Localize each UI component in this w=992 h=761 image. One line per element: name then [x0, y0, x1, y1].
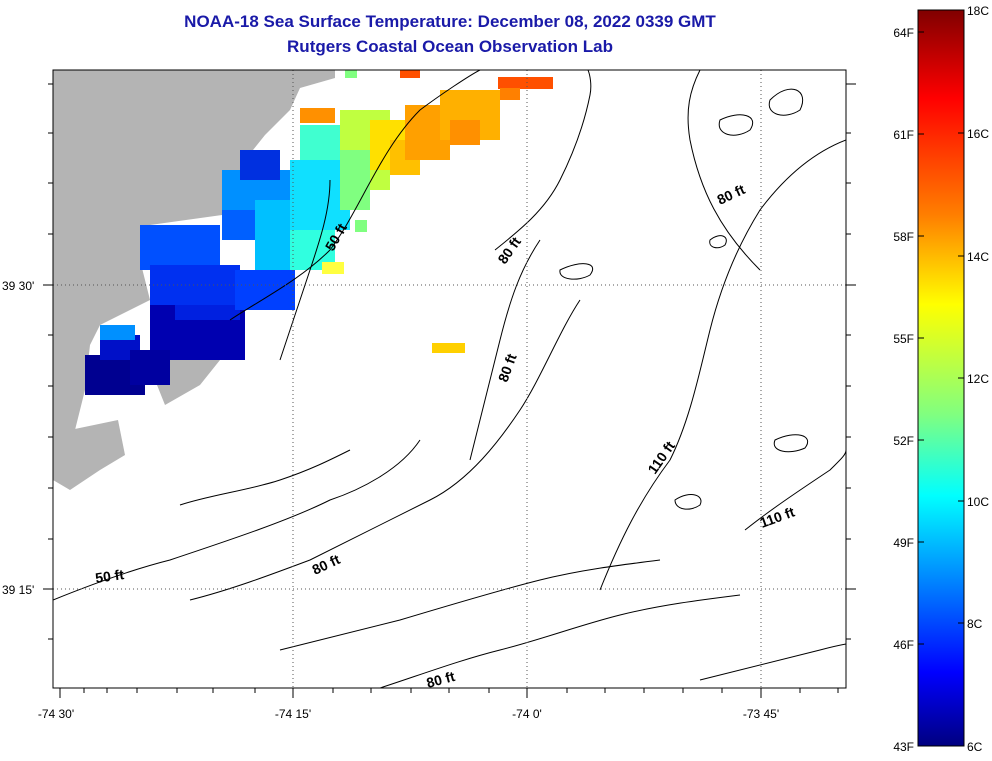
contour-label: 80 ft	[425, 668, 457, 691]
lat-tick-label: 39 15'	[2, 583, 34, 597]
colorbar: 18C 16C 14C 12C 10C 8C 6C 64F 61F 58F 55…	[893, 4, 989, 754]
depth-contours	[53, 70, 846, 688]
colorbar-fahrenheit-label: 49F	[893, 536, 914, 550]
graticule	[53, 70, 846, 688]
colorbar-celsius-label: 8C	[967, 617, 983, 631]
colorbar-celsius-label: 14C	[967, 250, 989, 264]
colorbar-gradient	[917, 9, 965, 747]
lon-tick-label: -74 30'	[38, 707, 74, 721]
land-mass	[53, 70, 335, 490]
frame-ticks	[43, 83, 856, 698]
map-title: NOAA-18 Sea Surface Temperature: Decembe…	[184, 12, 716, 31]
lon-tick-label: -74 15'	[275, 707, 311, 721]
colorbar-celsius-label: 16C	[967, 127, 989, 141]
lon-tick-label: -74 0'	[512, 707, 542, 721]
colorbar-fahrenheit-label: 61F	[893, 128, 914, 142]
map-subtitle: Rutgers Coastal Ocean Observation Lab	[287, 37, 613, 56]
colorbar-celsius-label: 18C	[967, 4, 989, 18]
colorbar-fahrenheit-label: 43F	[893, 740, 914, 754]
colorbar-fahrenheit-label: 55F	[893, 332, 914, 346]
lat-tick-label: 39 30'	[2, 279, 34, 293]
colorbar-fahrenheit-label: 64F	[893, 26, 914, 40]
colorbar-fahrenheit-label: 46F	[893, 638, 914, 652]
colorbar-celsius-label: 10C	[967, 495, 989, 509]
colorbar-fahrenheit-label: 52F	[893, 434, 914, 448]
colorbar-celsius-label: 12C	[967, 372, 989, 386]
lon-tick-label: -73 45'	[743, 707, 779, 721]
contour-label: 50 ft	[94, 566, 125, 586]
colorbar-fahrenheit-label: 58F	[893, 230, 914, 244]
colorbar-celsius-label: 6C	[967, 740, 983, 754]
sst-pixels	[85, 70, 553, 395]
